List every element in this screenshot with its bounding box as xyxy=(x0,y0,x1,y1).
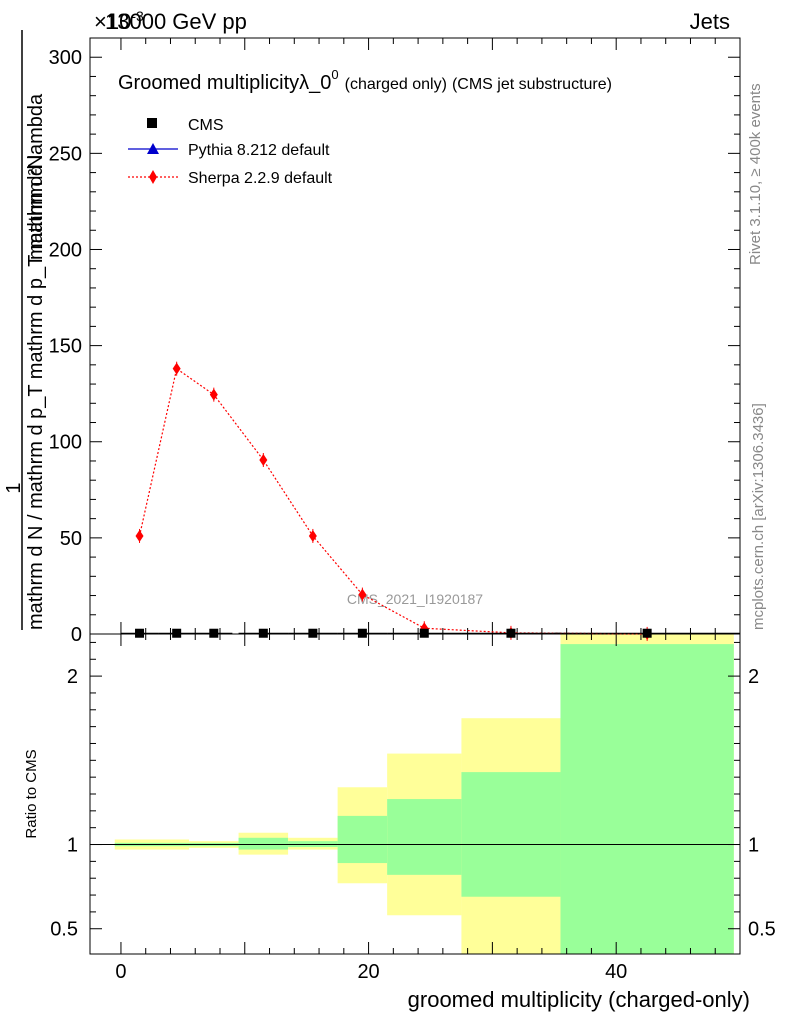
main-ytick-label: 100 xyxy=(49,432,82,454)
ratio-ytick-label: 2 xyxy=(67,666,78,688)
cms-point xyxy=(419,628,429,638)
sherpa-point xyxy=(259,454,268,467)
ratio-band-green-6 xyxy=(461,772,561,897)
cms-point xyxy=(172,628,182,638)
chart-title: Groomed multiplicityλ_00(charged only) (C… xyxy=(118,67,612,94)
cms-point xyxy=(209,628,219,638)
legend-pythia-label: Pythia 8.212 default xyxy=(188,142,330,159)
ratio-xtick-label: 40 xyxy=(605,961,627,983)
mcplots-label: mcplots.cern.ch [arXiv:1306.3436] xyxy=(750,403,767,630)
ratio-ytick-label-right: 1 xyxy=(748,835,759,857)
sherpa-point xyxy=(308,529,317,542)
ratio-xtick-label: 0 xyxy=(115,961,126,983)
cms-point xyxy=(357,628,367,638)
sherpa-point xyxy=(209,388,218,401)
legend-sherpa-label: Sherpa 2.2.9 default xyxy=(188,170,333,187)
ratio-ytick-label: 1 xyxy=(67,835,78,857)
cms-series xyxy=(120,628,740,638)
cms-point xyxy=(506,628,516,638)
sherpa-point xyxy=(358,588,367,601)
ylabel-denominator: mathrm d N / mathrm d p_T mathrm d p_T m… xyxy=(25,93,47,630)
legend: CMS Pythia 8.212 default Sherpa 2.2.9 de… xyxy=(128,117,333,187)
exponent-label: ×10-3 xyxy=(94,8,144,34)
main-ylabel: 1 mathrm d N / mathrm d p_T mathrm d p_T… xyxy=(3,30,47,630)
analysis-watermark: CMS_2021_I1920187 xyxy=(347,591,483,607)
ratio-band-green-4 xyxy=(337,815,388,864)
ratio-ylabel: Ratio to CMS xyxy=(23,749,40,838)
ratio-band-green-5 xyxy=(387,799,462,875)
ratio-ytick-label-right: 0.5 xyxy=(748,919,776,941)
ylabel-numerator: 1 xyxy=(3,482,25,493)
main-yticks: 0 50 100 150 200 250 300 xyxy=(49,37,740,646)
ratio-xticks: 0 20 40 xyxy=(115,634,741,983)
legend-sherpa-marker xyxy=(149,170,157,184)
main-ytick-label: 300 xyxy=(49,47,82,69)
cms-point xyxy=(258,628,268,638)
main-ytick-label: 50 xyxy=(60,528,82,550)
cms-point xyxy=(135,628,145,638)
ylabel-numerator-upper: mathrm d²N xyxy=(25,154,47,260)
ratio-xlabel: groomed multiplicity (charged-only) xyxy=(408,987,750,1012)
ratio-bands xyxy=(114,634,734,954)
ratio-ytick-label-right: 2 xyxy=(748,666,759,688)
main-ytick-label: 150 xyxy=(49,336,82,358)
main-ytick-label: 200 xyxy=(49,239,82,261)
ratio-band-green-2 xyxy=(238,837,289,850)
category-label: Jets xyxy=(690,9,730,34)
ratio-ytick-label: 0.5 xyxy=(50,919,78,941)
ratio-xtick-label: 20 xyxy=(357,961,379,983)
ratio-band-green-7 xyxy=(560,644,734,954)
legend-cms-label: CMS xyxy=(188,117,224,134)
rivet-label: Rivet 3.1.10, ≥ 400k events xyxy=(747,83,764,265)
cms-point xyxy=(642,628,652,638)
energy-label: 13000 GeV pp xyxy=(105,9,247,34)
legend-pythia-marker xyxy=(147,143,159,154)
cms-point xyxy=(308,628,318,638)
sherpa-point xyxy=(135,529,144,542)
main-ytick-label: 250 xyxy=(49,143,82,165)
sherpa-point xyxy=(172,362,181,375)
legend-cms-marker xyxy=(147,118,157,128)
main-ytick-label: 0 xyxy=(71,624,82,646)
